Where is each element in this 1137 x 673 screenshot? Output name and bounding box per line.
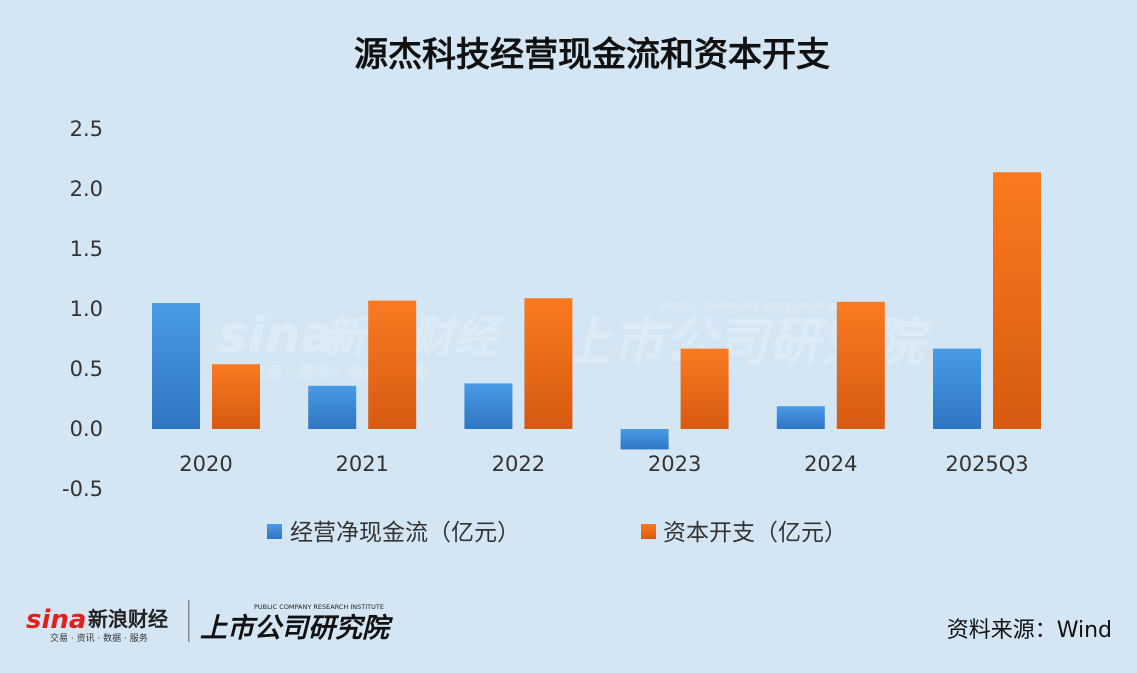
brand-divider [188, 600, 190, 642]
legend-swatch-capex [641, 524, 656, 539]
y-tick-label: 0.5 [70, 357, 103, 381]
watermark: sina 新浪财经 交易 · 资讯 · 数据 · 服务 上市公司研究院 PUBL… [218, 302, 932, 382]
y-tick-label: 2.5 [70, 117, 103, 141]
watermark-sina-logo: sina [218, 306, 334, 364]
legend-label-cashflow: 经营净现金流（亿元） [290, 520, 520, 546]
x-tick-label: 2023 [648, 452, 701, 476]
legend-swatch-cashflow [267, 524, 282, 539]
x-tick-label: 2020 [179, 452, 232, 476]
bar-capex [836, 301, 885, 429]
source-note: 资料来源：Wind [947, 618, 1112, 643]
bar-capex [993, 172, 1041, 429]
bar-operating-cashflow [308, 385, 357, 429]
y-tick-label: 0.0 [70, 417, 103, 441]
sina-name: 新浪财经 [88, 607, 168, 631]
y-tick-label: -0.5 [62, 477, 103, 501]
bar-operating-cashflow [152, 303, 200, 429]
institute-name: 上市公司研究院 [200, 613, 394, 644]
x-axis: 2020 2021 2022 2023 2024 2025Q3 [179, 452, 1028, 476]
y-tick-label: 1.0 [70, 297, 103, 321]
bar-operating-cashflow [776, 406, 825, 429]
bar-capex [680, 348, 729, 429]
x-tick-label: 2025Q3 [945, 452, 1028, 476]
bar-capex [524, 298, 573, 429]
chart-title: 源杰科技经营现金流和资本开支 [354, 35, 830, 75]
bars [152, 172, 1041, 450]
legend: 经营净现金流（亿元） 资本开支（亿元） [267, 520, 847, 546]
x-tick-label: 2022 [492, 452, 545, 476]
bar-operating-cashflow [620, 429, 669, 450]
legend-label-capex: 资本开支（亿元） [663, 520, 847, 546]
y-axis: 2.5 2.0 1.5 1.0 0.5 0.0 -0.5 [62, 117, 103, 501]
bar-operating-cashflow [933, 348, 981, 429]
sina-sub: 交易 · 资讯 · 数据 · 服务 [50, 632, 148, 644]
bar-capex [368, 300, 417, 429]
x-tick-label: 2024 [804, 452, 857, 476]
footer-brand: sina 新浪财经 交易 · 资讯 · 数据 · 服务 PUBLIC COMPA… [26, 600, 394, 644]
bar-capex [212, 364, 260, 429]
sina-logo: sina [26, 605, 86, 635]
x-tick-label: 2021 [335, 452, 388, 476]
y-tick-label: 1.5 [70, 237, 103, 261]
bar-operating-cashflow [464, 383, 513, 429]
institute-en: PUBLIC COMPANY RESEARCH INSTITUTE [254, 603, 384, 611]
watermark-institute-en: PUBLIC COMPANY RESEARCH INSTITUTE [660, 302, 885, 313]
y-tick-label: 2.0 [70, 177, 103, 201]
